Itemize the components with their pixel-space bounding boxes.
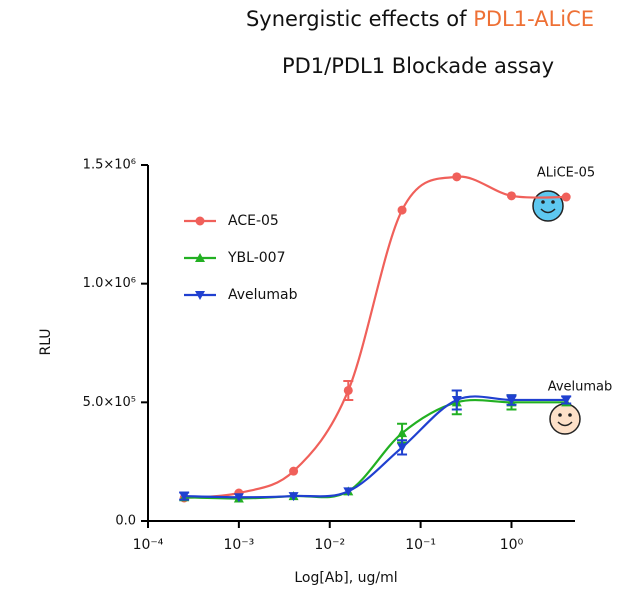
- series: [179, 389, 572, 503]
- annotation: Avelumab: [548, 380, 613, 395]
- y-axis-label: RLU: [38, 328, 54, 355]
- y-tick-label: 1.0×10⁶: [83, 276, 136, 291]
- point: [288, 492, 299, 502]
- x-axis-label: Log[Ab], ug/ml: [294, 570, 397, 586]
- legend-label: YBL-007: [227, 250, 285, 266]
- series: [179, 389, 572, 503]
- point: [506, 395, 517, 405]
- x-tick-label: 10⁻²: [314, 537, 345, 553]
- point: [561, 192, 571, 202]
- chart-subtitle: PD1/PDL1 Blockade assay: [282, 54, 554, 78]
- legend-label: ACE-05: [228, 213, 279, 229]
- series-line: [184, 175, 567, 500]
- point: [397, 205, 407, 215]
- legend-marker: [195, 291, 205, 300]
- point: [397, 428, 408, 438]
- legend-label: Avelumab: [228, 287, 298, 303]
- point: [233, 493, 244, 503]
- point: [179, 492, 190, 502]
- point: [451, 395, 462, 405]
- series-line: [184, 395, 567, 499]
- y-tick-label: 0.0: [115, 514, 136, 529]
- x-tick-label: 10⁰: [500, 537, 524, 553]
- series-line: [184, 398, 567, 500]
- x-tick-label: 10⁻⁴: [133, 537, 164, 553]
- chart-title: Synergistic effects of PDL1-ALiCE: [246, 7, 594, 31]
- smiley-icon: [532, 190, 564, 222]
- point: [561, 395, 572, 405]
- point: [343, 385, 353, 395]
- y-tick-label: 1.5×10⁶: [83, 158, 136, 173]
- legend-marker: [195, 216, 205, 226]
- x-tick-label: 10⁻³: [223, 537, 254, 553]
- point: [452, 172, 462, 182]
- title-text: Synergistic effects of: [246, 7, 467, 31]
- point: [506, 191, 516, 201]
- annotation: ALiCE-05: [537, 166, 595, 181]
- smiley-icon: [549, 403, 581, 435]
- title-highlight: PDL1-ALiCE: [473, 7, 594, 31]
- point: [289, 466, 299, 476]
- legend-marker: [195, 253, 205, 262]
- x-tick-label: 10⁻¹: [405, 537, 436, 553]
- point: [343, 487, 354, 497]
- point: [397, 443, 408, 453]
- y-tick-label: 5.0×10⁵: [83, 395, 136, 410]
